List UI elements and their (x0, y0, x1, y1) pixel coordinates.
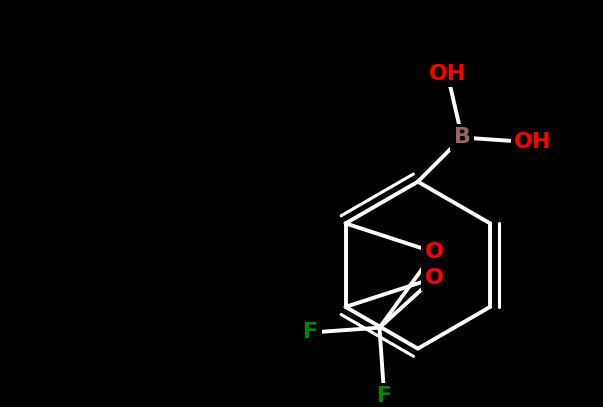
Text: B: B (453, 127, 470, 147)
Text: F: F (377, 386, 392, 406)
Text: OH: OH (429, 63, 466, 84)
Text: OH: OH (514, 132, 552, 152)
Text: F: F (303, 322, 318, 343)
Text: O: O (425, 268, 444, 288)
Text: O: O (425, 242, 444, 262)
